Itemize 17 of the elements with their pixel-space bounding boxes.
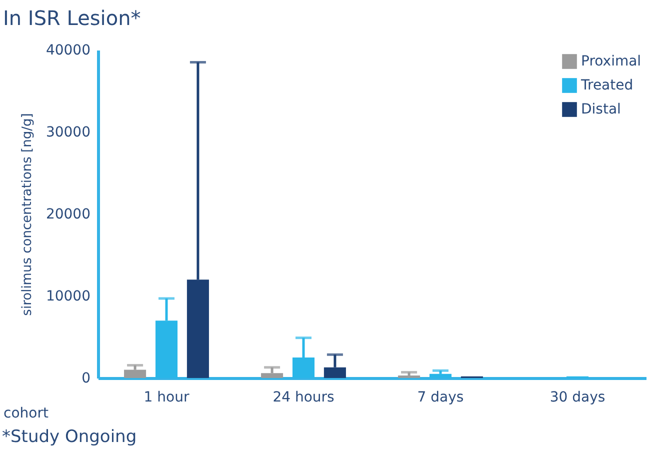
y-tick-label: 10000: [46, 288, 90, 304]
legend-label: Proximal: [581, 54, 642, 70]
y-axis-title: sirolimus concentrations [ng/g]: [20, 113, 35, 316]
text: *Study Ongoing: [2, 427, 137, 447]
legend-label: Treated: [580, 78, 634, 94]
x-tick-label: 7 days: [417, 390, 464, 406]
y-tick-label: 20000: [46, 206, 90, 222]
chart-title: In ISR Lesion*: [3, 6, 141, 30]
y-tick-label: 40000: [46, 42, 90, 58]
x-axis-title: cohort: [4, 406, 49, 422]
x-tick-label: 30 days: [550, 390, 606, 406]
x-tick-label: 1 hour: [144, 390, 190, 406]
bar: [124, 370, 146, 378]
y-tick-label: 0: [82, 370, 90, 386]
y-tick-label: 30000: [46, 124, 90, 140]
x-tick-label: 24 hours: [272, 390, 334, 406]
legend-label: Distal: [581, 102, 621, 118]
